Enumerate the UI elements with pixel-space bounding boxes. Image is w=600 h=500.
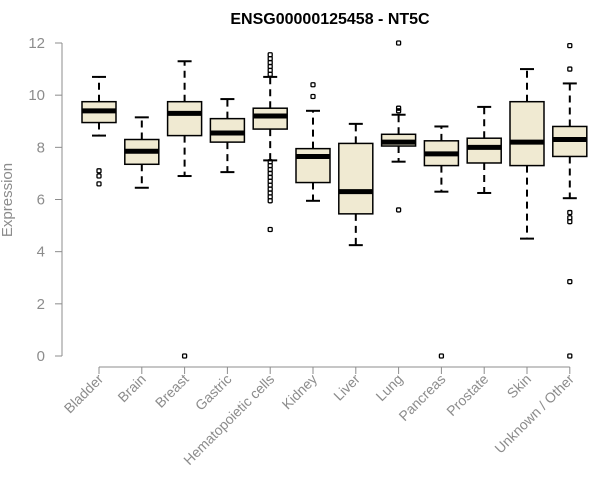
outlier-point: [267, 226, 273, 233]
outlier-point: [310, 82, 316, 88]
y-tick-label: 10: [28, 87, 45, 104]
box-brain: [124, 116, 160, 189]
x-tick-label: Skin: [504, 371, 535, 402]
outlier-point: [310, 93, 316, 100]
box-skin: [509, 68, 545, 240]
y-tick-label: 6: [37, 192, 45, 209]
outlier-point: [438, 353, 445, 359]
iqr-box: [209, 117, 246, 143]
box-kidney: [295, 82, 331, 202]
box-unknown-other: [552, 42, 588, 359]
x-tick-label: Pancreas: [395, 371, 448, 424]
outlier-point: [395, 108, 402, 114]
iqr-box: [466, 137, 502, 164]
outlier-point: [395, 40, 402, 46]
box-bladder: [81, 75, 117, 187]
outlier-point: [181, 353, 188, 359]
outlier-point: [395, 105, 402, 111]
outlier-point: [96, 173, 102, 179]
x-tick-label: Brain: [114, 371, 148, 405]
x-tick-label: Gastric: [192, 371, 235, 414]
outlier-point: [96, 168, 102, 174]
iqr-box: [338, 142, 374, 215]
outlier-point: [267, 71, 273, 77]
outlier-point: [395, 207, 402, 213]
y-tick-label: 2: [37, 296, 45, 313]
x-tick-label: Lung: [372, 371, 405, 404]
iqr-box: [166, 100, 203, 137]
chart-title: ENSG00000125458 - NT5C: [230, 11, 430, 28]
box-gastric: [209, 98, 246, 174]
x-tick-label: Bladder: [61, 371, 107, 417]
x-tick-label: Prostate: [443, 371, 491, 419]
y-tick-label: 8: [37, 139, 45, 156]
box-hematopoietic-cells: [252, 52, 288, 233]
outlier-point: [567, 209, 573, 216]
y-axis-label: Expression: [0, 163, 16, 237]
outlier-point: [567, 42, 573, 49]
box-liver: [338, 122, 374, 247]
x-tick-label: Unknown / Other: [491, 371, 577, 457]
outlier-point: [567, 66, 573, 72]
y-tick-label: 0: [37, 348, 45, 365]
iqr-box: [252, 107, 288, 130]
box-series: [81, 40, 588, 359]
outlier-point: [96, 181, 102, 187]
box-breast: [166, 60, 203, 359]
box-lung: [380, 40, 417, 213]
outlier-point: [567, 219, 573, 225]
x-tick-label: Breast: [152, 371, 192, 411]
outlier-point: [567, 279, 573, 285]
iqr-box: [295, 147, 331, 184]
y-axis: 0 2 4 6 8 10 12: [28, 35, 63, 365]
outlier-point: [267, 198, 273, 204]
x-tick-label: Kidney: [279, 371, 321, 413]
box-pancreas: [423, 125, 460, 359]
y-tick-label: 4: [37, 244, 45, 261]
outlier-point: [567, 353, 573, 359]
box-prostate: [466, 105, 502, 194]
x-tick-label: Liver: [330, 371, 363, 404]
y-tick-label: 12: [28, 35, 45, 52]
iqr-box: [509, 100, 545, 167]
